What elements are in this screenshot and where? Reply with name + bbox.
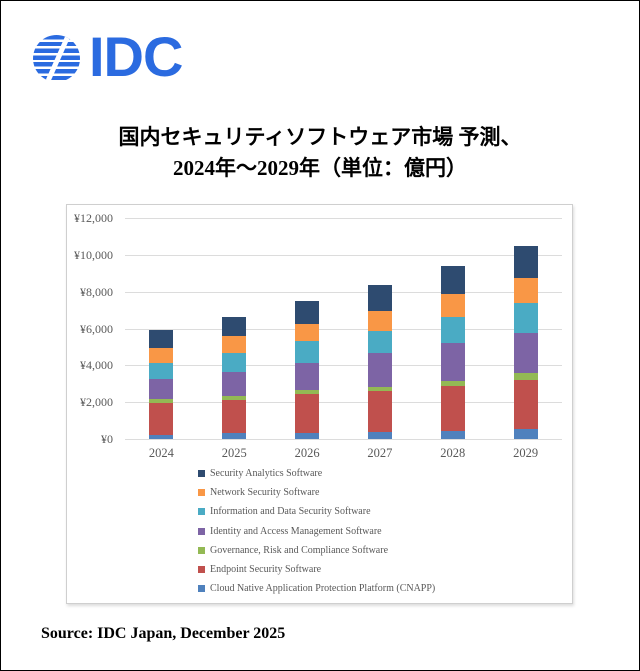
gridline (125, 328, 562, 330)
bar-segment (149, 330, 174, 348)
x-tick-label: 2028 (440, 446, 466, 460)
bar-segment (295, 362, 320, 390)
bar-segment (149, 347, 174, 363)
bar-segment (295, 389, 320, 395)
gridline (125, 254, 562, 256)
bar-segment (513, 373, 538, 381)
idc-globe-icon (33, 35, 80, 82)
bar-segment (513, 380, 538, 430)
y-tick-label: ¥4,000 (80, 358, 113, 373)
bar-segment (513, 303, 538, 333)
source-note: Source: IDC Japan, December 2025 (41, 625, 286, 642)
bar-segment (222, 317, 247, 337)
bar-segment (440, 316, 465, 344)
legend-label: Security Analytics Software (210, 468, 323, 479)
legend-swatch-icon (198, 527, 205, 535)
bar-segment (367, 353, 392, 387)
idc-logo-text: IDC (89, 24, 183, 88)
bar-segment (149, 403, 174, 435)
bar-segment (367, 432, 392, 439)
x-tick-label: 2025 (221, 446, 247, 460)
gridline (125, 218, 562, 219)
legend-swatch-icon (198, 489, 205, 497)
legend-item: Endpoint Security Software (198, 563, 321, 576)
x-tick-label: 2027 (367, 446, 393, 460)
bar-segment (513, 332, 538, 374)
gridline (125, 439, 562, 440)
bar-segment (440, 266, 465, 295)
bar-segment (222, 433, 247, 439)
legend-label: Governance, Risk and Compliance Software (210, 544, 389, 556)
bar-segment (513, 429, 538, 439)
legend-item: Identity and Access Management Software (198, 525, 382, 538)
bar-segment (149, 398, 174, 404)
legend-item: Cloud Native Application Protection Plat… (198, 582, 435, 595)
bar-segment (149, 379, 174, 399)
x-tick-label: 2024 (148, 446, 174, 460)
chart-title-line2: 2024年～2029年（単位：億円） (173, 156, 467, 180)
legend-swatch-icon (198, 508, 205, 516)
chart-title: 国内セキュリティソフトウェア市場 予測、 2024年～2029年（単位：億円） (1, 122, 639, 184)
bar-segment (295, 394, 320, 434)
bar-segment (295, 323, 320, 342)
legend-swatch-icon (198, 566, 205, 573)
legend-label: Endpoint Security Software (210, 564, 322, 575)
y-tick-label: ¥2,000 (80, 395, 113, 410)
bar-segment (440, 294, 465, 317)
bar-segment (367, 330, 392, 354)
bar-segment (367, 386, 392, 392)
legend-swatch-icon (198, 546, 205, 554)
bar-segment (440, 343, 465, 381)
y-tick-label: ¥6,000 (80, 321, 113, 336)
bar-segment (513, 245, 538, 279)
gridline (125, 291, 562, 293)
bar-segment (222, 371, 247, 397)
legend-label: Network Security Software (210, 487, 320, 499)
bar-segment (149, 434, 174, 439)
gridline (125, 365, 562, 367)
bar-segment (367, 391, 392, 433)
bar-segment (440, 386, 465, 432)
bar-segment (222, 352, 247, 372)
legend-item: Information and Data Security Software (198, 505, 371, 518)
bar-segment (367, 311, 392, 331)
chart-title-line1: 国内セキュリティソフトウェア市場 予測、 (118, 125, 522, 149)
bar-segment (222, 399, 247, 434)
legend-label: Identity and Access Management Software (210, 525, 382, 537)
legend-item: Network Security Software (198, 486, 319, 499)
x-tick-label: 2029 (513, 446, 539, 460)
bar-segment (367, 284, 392, 312)
y-tick-label: ¥0 (101, 432, 113, 446)
idc-logo: IDC (33, 24, 183, 88)
gridline (125, 402, 562, 404)
bar-segment (149, 362, 174, 380)
legend-item: Security Analytics Software (198, 467, 322, 480)
legend-swatch-icon (198, 585, 205, 593)
bar-segment (440, 380, 465, 387)
bar-segment (222, 336, 247, 353)
bar-segment (295, 341, 320, 363)
bar-segment (295, 433, 320, 439)
bar-segment (295, 301, 320, 324)
bar-segment (440, 431, 465, 439)
legend-label: Information and Data Security Software (210, 506, 371, 518)
y-tick-label: ¥12,000 (74, 211, 113, 225)
chart-panel: ¥0 ¥2,000 ¥4,000 ¥6,000 ¥8,000 ¥10,000 ¥12,000… (66, 204, 573, 604)
legend-item: Governance, Risk and Compliance Software (198, 544, 388, 557)
bar-segment (513, 278, 538, 304)
y-tick-label: ¥10,000 (74, 247, 113, 262)
legend-label: Cloud Native Application Protection Plat… (210, 583, 436, 595)
x-tick-label: 2026 (294, 446, 320, 460)
legend-swatch-icon (198, 470, 205, 477)
bar-segment (222, 396, 247, 400)
y-tick-label: ¥8,000 (80, 284, 113, 299)
